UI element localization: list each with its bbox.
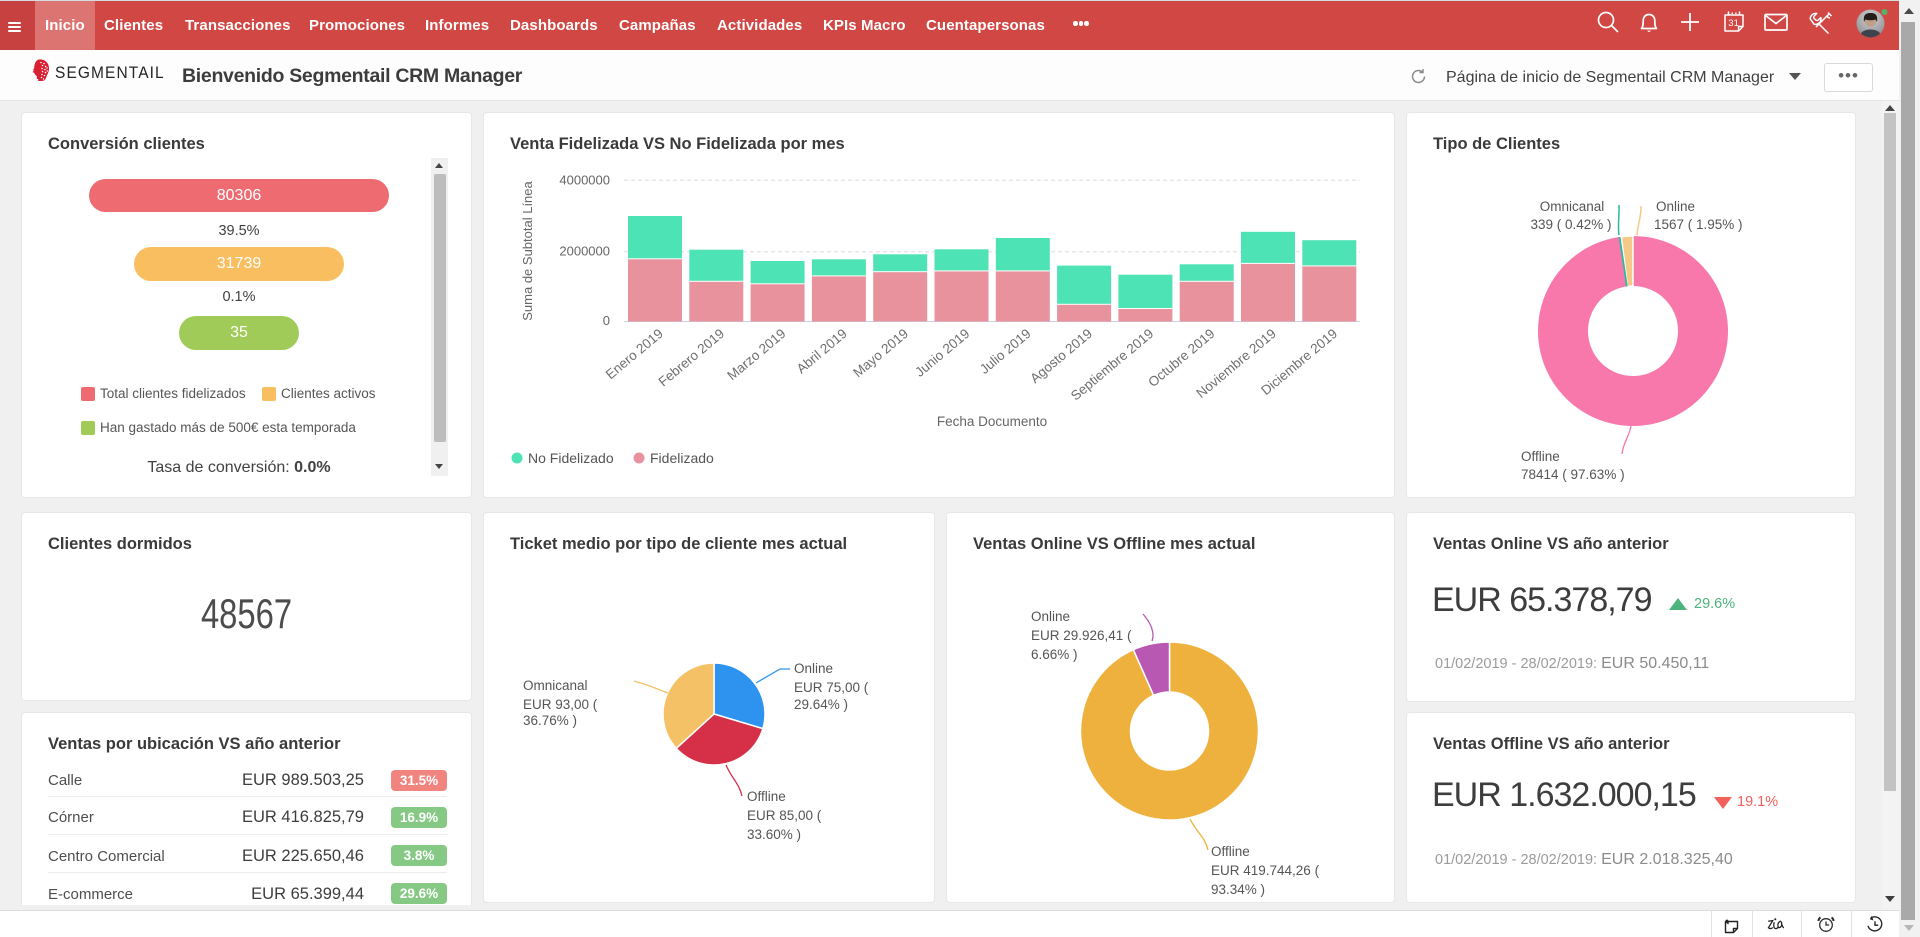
svg-text:Marzo 2019: Marzo 2019 xyxy=(724,326,788,383)
svg-text:Online: Online xyxy=(794,661,833,676)
svg-text:93.34% ): 93.34% ) xyxy=(1211,882,1265,897)
svg-text:EUR 419.744,26 (: EUR 419.744,26 ( xyxy=(1211,863,1320,878)
svg-text:No Fidelizado: No Fidelizado xyxy=(528,450,614,466)
svg-text:0: 0 xyxy=(603,313,610,328)
svg-text:36.76% ): 36.76% ) xyxy=(523,713,577,728)
svg-text:Omnicanal: Omnicanal xyxy=(523,678,588,693)
svg-text:Suma de Subtotal Línea: Suma de Subtotal Línea xyxy=(520,180,535,320)
svg-text:29.64% ): 29.64% ) xyxy=(794,697,848,712)
svg-text:6.66% ): 6.66% ) xyxy=(1031,647,1078,662)
svg-text:Mayo 2019: Mayo 2019 xyxy=(850,326,911,380)
svg-text:Fecha Documento: Fecha Documento xyxy=(937,414,1047,429)
svg-text:78414 ( 97.63% ): 78414 ( 97.63% ) xyxy=(1521,467,1625,482)
svg-text:Abril 2019: Abril 2019 xyxy=(794,326,850,377)
svg-text:Fidelizado: Fidelizado xyxy=(650,450,714,466)
svg-text:1567 ( 1.95% ): 1567 ( 1.95% ) xyxy=(1654,217,1743,232)
svg-text:Offline: Offline xyxy=(1211,844,1250,859)
svg-text:31: 31 xyxy=(1728,18,1739,29)
svg-text:Junio 2019: Junio 2019 xyxy=(912,326,972,380)
svg-text:EUR 75,00 (: EUR 75,00 ( xyxy=(794,680,869,695)
svg-text:Omnicanal: Omnicanal xyxy=(1540,199,1605,214)
svg-text:Online: Online xyxy=(1031,609,1070,624)
svg-text:4000000: 4000000 xyxy=(559,173,610,188)
svg-text:339 ( 0.42% ): 339 ( 0.42% ) xyxy=(1530,217,1611,232)
svg-text:Febrero 2019: Febrero 2019 xyxy=(655,326,727,390)
svg-text:Offline: Offline xyxy=(747,789,786,804)
svg-text:Julio 2019: Julio 2019 xyxy=(977,326,1034,377)
svg-text:2000000: 2000000 xyxy=(559,244,610,259)
svg-text:EUR 93,00 (: EUR 93,00 ( xyxy=(523,697,598,712)
svg-text:Enero 2019: Enero 2019 xyxy=(603,326,666,382)
svg-text:Online: Online xyxy=(1656,199,1695,214)
svg-text:Offline: Offline xyxy=(1521,449,1560,464)
svg-text:33.60% ): 33.60% ) xyxy=(747,827,801,842)
svg-text:EUR 29.926,41 (: EUR 29.926,41 ( xyxy=(1031,628,1132,643)
svg-text:EUR 85,00 (: EUR 85,00 ( xyxy=(747,808,822,823)
